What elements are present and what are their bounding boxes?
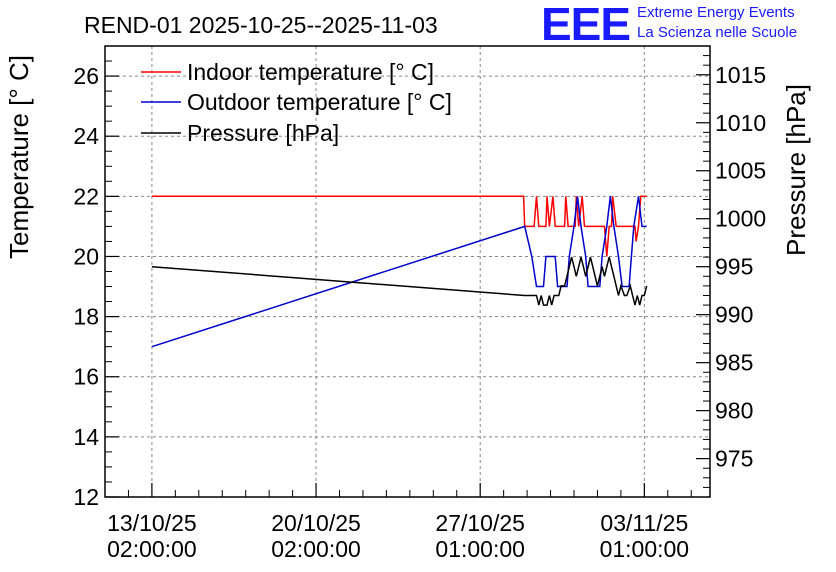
- x-tick-label-time: 01:00:00: [435, 536, 525, 562]
- y-left-tick-label: 18: [73, 304, 99, 330]
- y-left-tick-label: 24: [73, 123, 99, 149]
- y-right-tick-label: 980: [715, 398, 753, 424]
- y-right-tick-label: 1000: [715, 206, 766, 232]
- y-left-tick-label: 16: [73, 364, 99, 390]
- logo-line-1: Extreme Energy Events: [637, 4, 795, 21]
- x-tick-label-time: 02:00:00: [271, 536, 361, 562]
- logo-line-2: La Scienza nelle Scuole: [637, 24, 797, 41]
- y-left-tick-label: 22: [73, 183, 99, 209]
- x-tick-label-date: 03/11/25: [600, 510, 688, 536]
- series-layer: [151, 195, 648, 348]
- y-axis-left-title: Temperature [° C]: [4, 55, 34, 259]
- y-axis-right-title: Pressure [hPa]: [781, 84, 811, 256]
- x-tick-label-date: 13/10/25: [107, 510, 197, 536]
- y-left-tick-label: 14: [73, 424, 99, 450]
- eee-logo: EEE Extreme Energy Events La Scienza nel…: [541, 0, 797, 50]
- y-left-tick-label: 12: [73, 484, 99, 510]
- legend-label-pressure: Pressure [hPa]: [187, 120, 339, 146]
- y-right-tick-label: 1010: [715, 110, 766, 136]
- x-tick-label-time: 02:00:00: [107, 536, 197, 562]
- y-right-tick-label: 1015: [715, 62, 766, 88]
- legend-label-outdoor: Outdoor temperature [° C]: [187, 89, 452, 115]
- y-right-tick-label: 975: [715, 446, 753, 472]
- y-right-tick-label: 995: [715, 254, 753, 280]
- axes: 13/10/2502:00:0020/10/2502:00:0027/10/25…: [73, 45, 766, 562]
- chart-title: REND-01 2025-10-25--2025-11-03: [84, 12, 438, 38]
- legend: Indoor temperature [° C] Outdoor tempera…: [141, 59, 452, 146]
- y-right-tick-label: 1005: [715, 158, 766, 184]
- logo-mark: EEE: [541, 0, 630, 50]
- y-right-tick-label: 985: [715, 350, 753, 376]
- legend-label-indoor: Indoor temperature [° C]: [187, 59, 434, 85]
- y-right-tick-label: 990: [715, 302, 753, 328]
- x-tick-label-date: 20/10/25: [271, 510, 361, 536]
- indoor-temperature-line: [151, 195, 647, 257]
- x-tick-label-date: 27/10/25: [435, 510, 525, 536]
- y-left-tick-label: 26: [73, 63, 99, 89]
- y-left-tick-label: 20: [73, 243, 99, 269]
- pressure-line: [151, 256, 648, 306]
- x-tick-label-time: 01:00:00: [600, 536, 690, 562]
